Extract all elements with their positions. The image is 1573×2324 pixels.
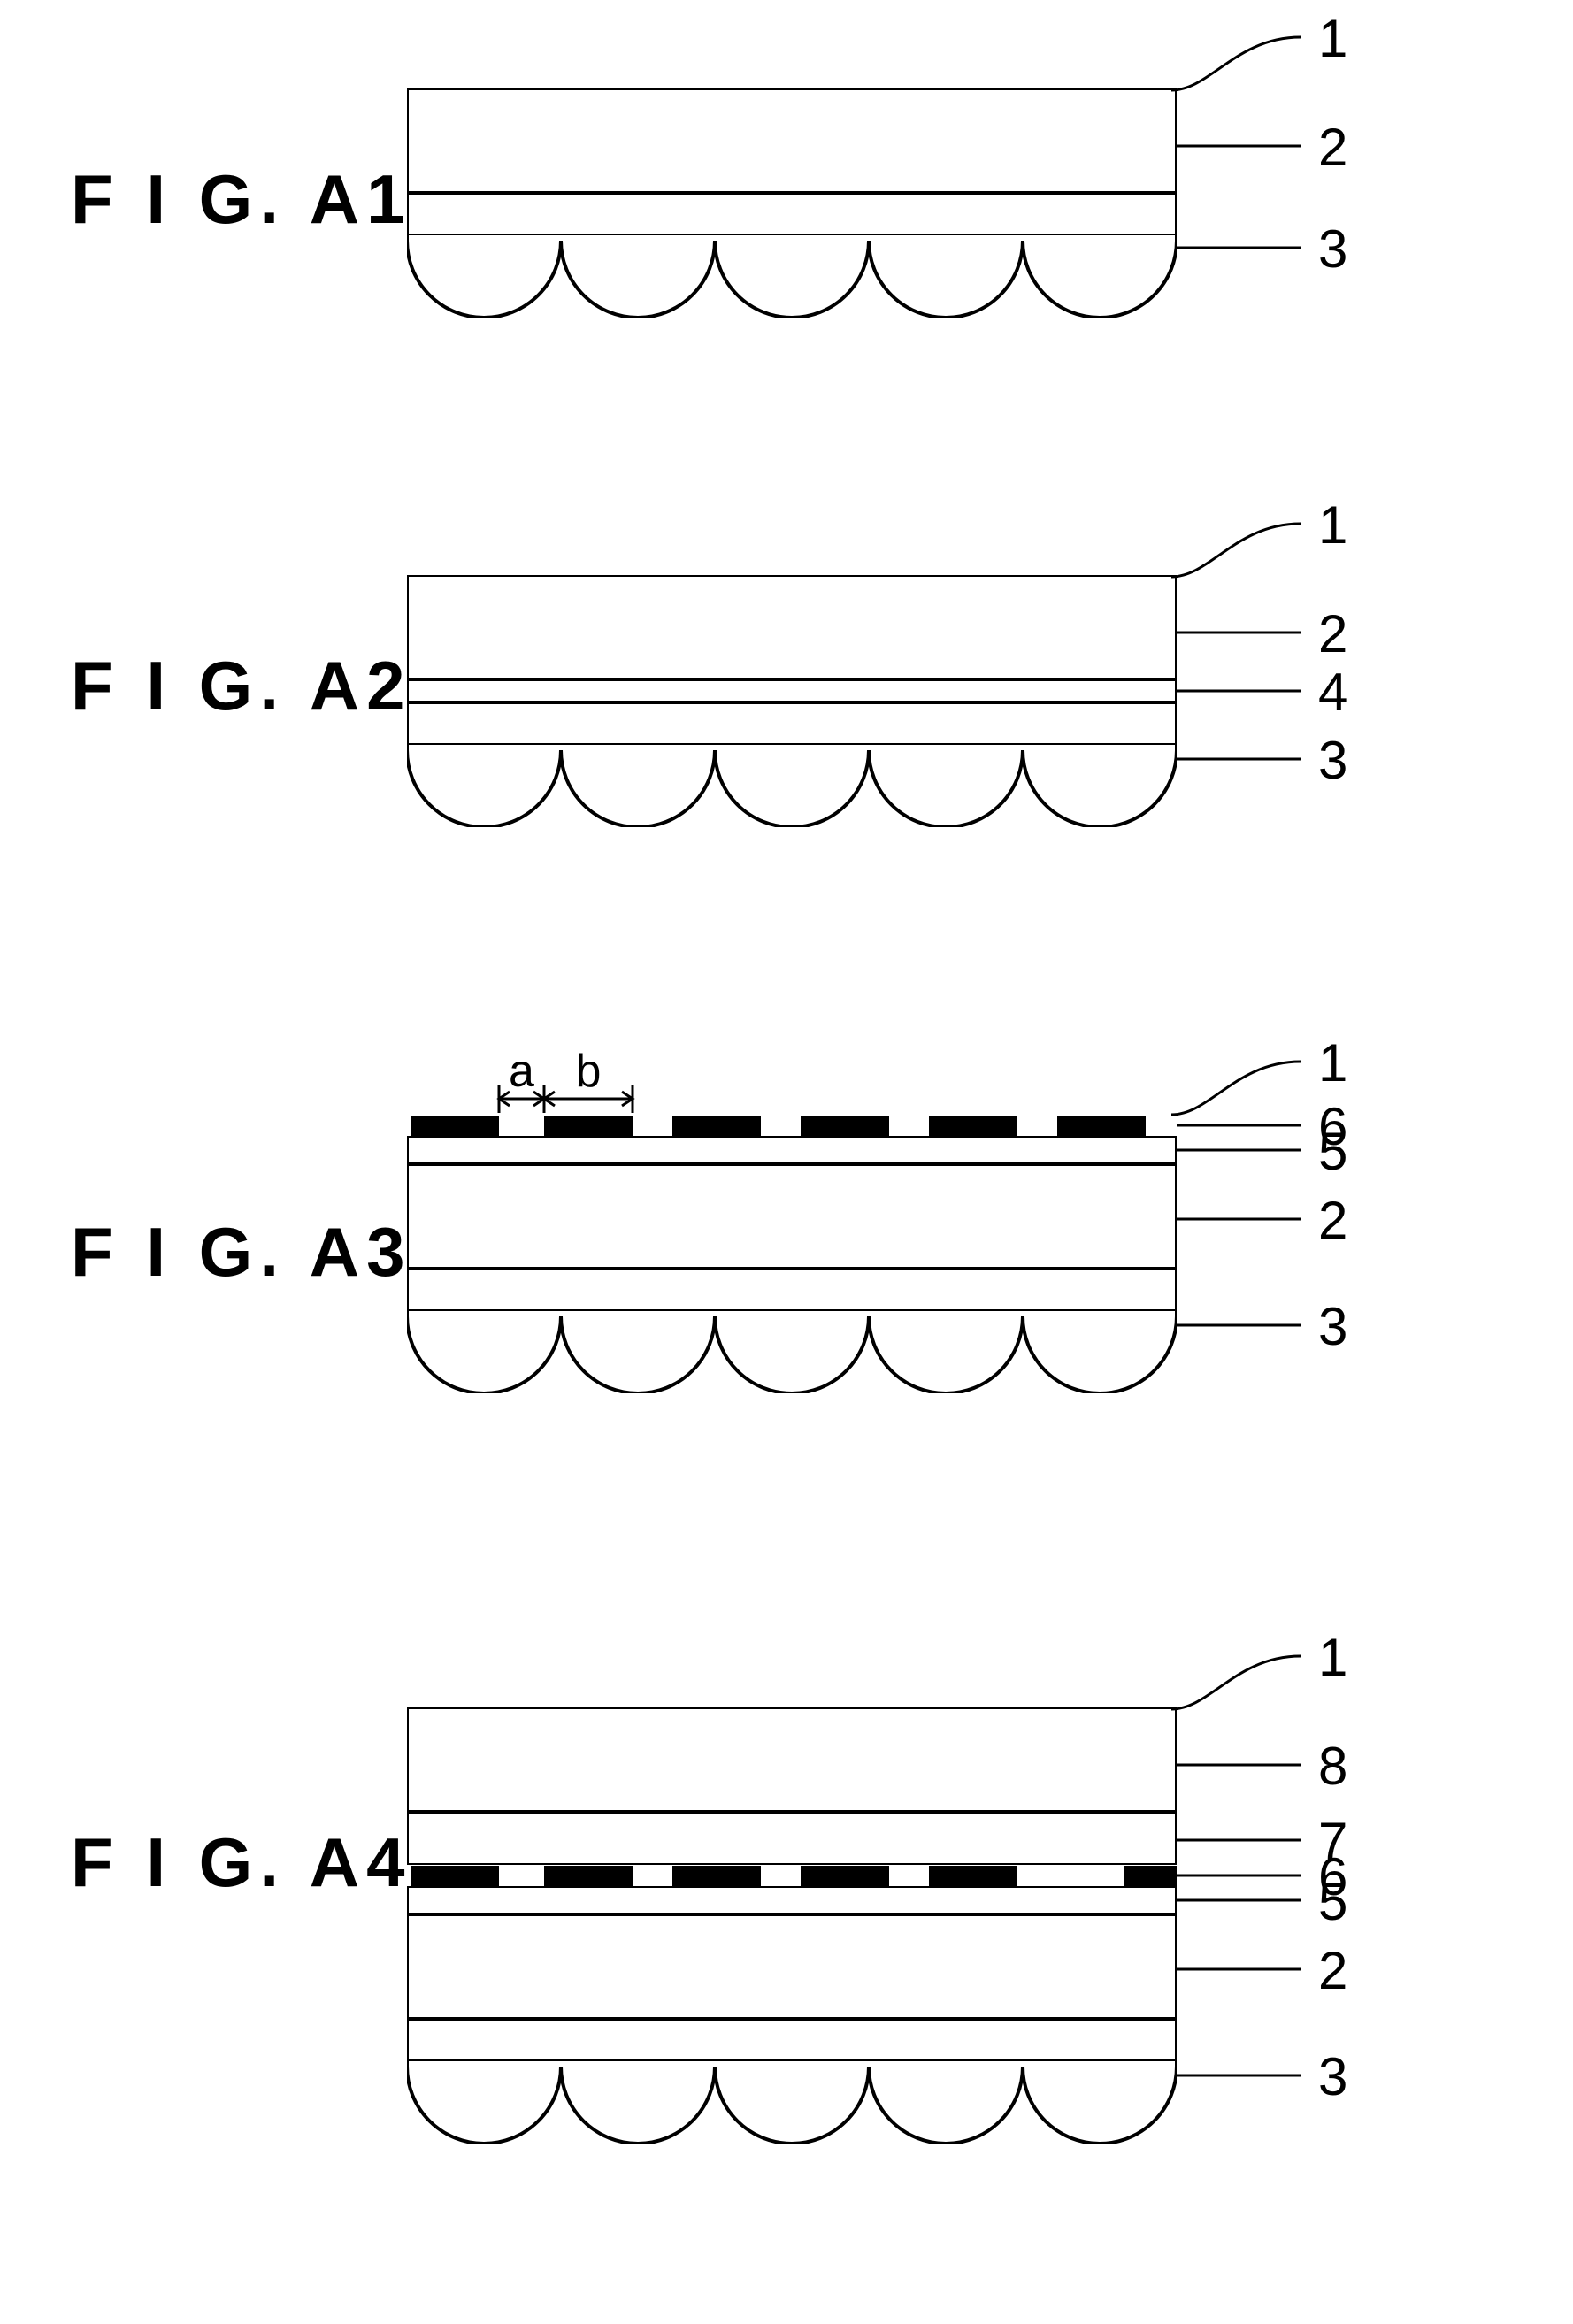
figure-label: F I G. A3 <box>71 1212 412 1292</box>
lead-number: 1 <box>1318 1627 1347 1688</box>
lead-line <box>1177 1763 1301 1767</box>
lead-number: 3 <box>1318 730 1347 791</box>
lead-line <box>1177 1323 1301 1327</box>
svg-text:a: a <box>509 1053 534 1097</box>
lead-arc <box>1171 1653 1301 1714</box>
lead-arc <box>1171 34 1301 96</box>
lead-number: 1 <box>1318 8 1347 69</box>
lead-number: 1 <box>1318 1032 1347 1093</box>
lead-line <box>1177 757 1301 761</box>
lead-line <box>1177 689 1301 693</box>
page: F I G. A1123F I G. A21243F I G. A3ab1652… <box>0 0 1573 2324</box>
lead-line <box>1177 1217 1301 1221</box>
lead-arc <box>1171 520 1301 582</box>
lead-line <box>1177 246 1301 249</box>
lead-number: 5 <box>1318 1871 1347 1932</box>
lead-number: 3 <box>1318 219 1347 280</box>
lead-number: 2 <box>1318 603 1347 664</box>
lead-number: 8 <box>1318 1736 1347 1797</box>
lead-line <box>1177 1148 1301 1152</box>
lead-line <box>1177 1124 1301 1127</box>
lead-number: 2 <box>1318 1940 1347 2001</box>
figure-label: F I G. A1 <box>71 159 412 240</box>
lead-number: 5 <box>1318 1121 1347 1182</box>
lead-line <box>1177 1898 1301 1902</box>
lead-line <box>1177 1874 1301 1877</box>
lead-number: 2 <box>1318 117 1347 178</box>
lead-line <box>1177 631 1301 634</box>
figure-label: F I G. A4 <box>71 1822 412 1903</box>
lead-line <box>1177 1838 1301 1842</box>
lead-number: 4 <box>1318 662 1347 723</box>
figure-label: F I G. A2 <box>71 646 412 726</box>
svg-text:b: b <box>576 1053 602 1097</box>
lead-arc <box>1171 1058 1301 1120</box>
lead-number: 3 <box>1318 2046 1347 2107</box>
lead-number: 3 <box>1318 1296 1347 1357</box>
lead-number: 2 <box>1318 1190 1347 1251</box>
lead-line <box>1177 2074 1301 2077</box>
lead-line <box>1177 144 1301 148</box>
lead-line <box>1177 1967 1301 1971</box>
lead-number: 1 <box>1318 495 1347 556</box>
